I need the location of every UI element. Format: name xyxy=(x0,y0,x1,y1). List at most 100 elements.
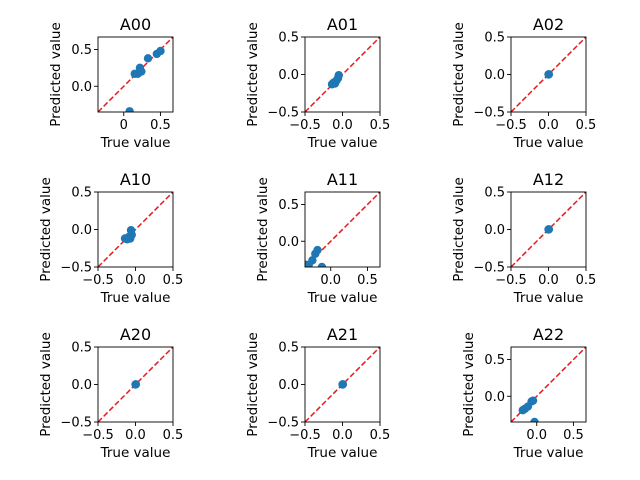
y-tick-label: 0.5 xyxy=(278,31,299,46)
points-group xyxy=(125,46,165,112)
axes-frame xyxy=(510,346,587,423)
y-axis-label: Predicted value xyxy=(451,22,467,127)
y-tick-label: −0.5 xyxy=(60,261,92,276)
y-axis-label: Predicted value xyxy=(451,177,467,282)
subplot-a20: −0.5 0.0 0.5 −0.5 0.0 0.5 A20 True value Predict… xyxy=(38,325,183,461)
y-tick-label: 0.5 xyxy=(484,353,505,368)
axes-frame xyxy=(97,36,174,113)
data-point xyxy=(137,67,146,76)
x-tick-label: 0.5 xyxy=(370,118,391,133)
data-point xyxy=(544,225,554,234)
subplot-a01: −0.5 0.0 0.5 −0.5 0.0 0.5 A01 True value Predict… xyxy=(245,15,390,151)
identity-line xyxy=(98,192,173,267)
data-point xyxy=(530,417,539,422)
x-axis-label: True value xyxy=(513,135,584,151)
y-tick-label: 0.0 xyxy=(484,68,505,83)
points-group xyxy=(544,70,554,79)
y-axis-label: Predicted value xyxy=(38,177,54,282)
x-tick-label: 0.0 xyxy=(332,118,353,133)
subplot-a00: 0 0.5 0.0 0.5 A00 True value Predicted value xyxy=(48,15,174,151)
y-tick-label: 0.0 xyxy=(71,223,92,238)
y-tick-label: −0.5 xyxy=(473,106,505,121)
x-tick-label: 0.5 xyxy=(163,428,184,443)
data-point xyxy=(126,226,136,235)
x-tick-label: −0.5 xyxy=(82,428,114,443)
points-group xyxy=(518,396,539,422)
data-point xyxy=(143,54,153,63)
x-tick-label: 0.5 xyxy=(163,273,184,288)
axes-frame xyxy=(304,191,381,268)
x-axis-label: True value xyxy=(513,290,584,306)
y-tick-label: 0.0 xyxy=(71,378,92,393)
points-group xyxy=(327,71,343,89)
x-axis-label: True value xyxy=(307,135,378,151)
subplot-a10: −0.5 0.0 0.5 −0.5 0.0 0.5 A10 True value Predict… xyxy=(38,170,183,306)
x-tick-label: 0.5 xyxy=(370,428,391,443)
subplot-a22: 0.0 0.5 0.0 0.5 A22 True value Predicted value xyxy=(461,325,587,461)
points-group xyxy=(338,380,348,389)
x-tick-label: −0.5 xyxy=(82,273,114,288)
subplot-title: A21 xyxy=(327,325,358,344)
y-axis-label: Predicted value xyxy=(245,22,261,127)
y-tick-label: 0.0 xyxy=(278,68,299,83)
x-tick-label: 0.0 xyxy=(332,428,353,443)
y-tick-label: −0.5 xyxy=(473,261,505,276)
subplot-title: A22 xyxy=(533,325,564,344)
x-axis-label: True value xyxy=(100,445,171,461)
points-group xyxy=(544,225,554,234)
y-tick-label: −0.5 xyxy=(267,106,299,121)
x-axis-label: True value xyxy=(100,290,171,306)
y-tick-label: 0.0 xyxy=(484,390,505,405)
subplot-title: A11 xyxy=(327,170,358,189)
subplot-title: A12 xyxy=(533,170,564,189)
x-tick-label: 0.5 xyxy=(357,273,378,288)
y-axis-label: Predicted value xyxy=(38,332,54,437)
points-group xyxy=(305,245,327,267)
x-tick-label: 0.0 xyxy=(526,428,547,443)
y-tick-label: −0.5 xyxy=(267,416,299,431)
data-point xyxy=(125,107,134,112)
data-point xyxy=(313,245,322,255)
y-tick-label: 0.0 xyxy=(278,235,299,250)
y-tick-label: 0.5 xyxy=(71,43,92,58)
x-tick-label: 0.5 xyxy=(576,118,597,133)
subplot-title: A10 xyxy=(120,170,151,189)
x-tick-label: 0.5 xyxy=(563,428,584,443)
x-tick-label: 0.5 xyxy=(150,118,171,133)
x-tick-label: 0.0 xyxy=(320,273,341,288)
subplot-a21: −0.5 0.0 0.5 −0.5 0.0 0.5 A21 True value Predict… xyxy=(245,325,390,461)
x-tick-label: 0.0 xyxy=(538,118,559,133)
data-point xyxy=(338,380,348,389)
y-tick-label: 0.5 xyxy=(484,186,505,201)
points-group xyxy=(131,380,141,389)
y-axis-label: Predicted value xyxy=(255,177,271,282)
subplot-title: A20 xyxy=(120,325,151,344)
y-tick-label: −0.5 xyxy=(60,416,92,431)
subplot-a11: 0.0 0.5 0.0 0.5 A11 True value Predicted value xyxy=(255,170,381,306)
y-tick-label: 0.0 xyxy=(484,223,505,238)
x-tick-label: 0 xyxy=(120,118,128,133)
data-point xyxy=(528,396,538,405)
y-tick-label: 0.5 xyxy=(71,341,92,356)
x-axis-label: True value xyxy=(513,445,584,461)
x-axis-label: True value xyxy=(100,135,171,151)
subplot-title: A00 xyxy=(120,15,151,34)
x-tick-label: −0.5 xyxy=(289,428,321,443)
y-axis-label: Predicted value xyxy=(461,332,477,437)
subplot-title: A02 xyxy=(533,15,564,34)
data-point xyxy=(308,256,317,265)
x-tick-label: 0.5 xyxy=(576,273,597,288)
x-tick-label: −0.5 xyxy=(495,273,527,288)
points-group xyxy=(120,226,136,244)
data-point xyxy=(544,70,554,79)
x-axis-label: True value xyxy=(307,445,378,461)
x-tick-label: 0.0 xyxy=(125,428,146,443)
x-tick-label: −0.5 xyxy=(495,118,527,133)
y-tick-label: 0.0 xyxy=(71,80,92,95)
data-point xyxy=(156,46,165,56)
data-point xyxy=(334,71,343,80)
y-tick-label: 0.5 xyxy=(278,198,299,213)
x-tick-label: 0.0 xyxy=(538,273,559,288)
subplot-a12: −0.5 0.0 0.5 −0.5 0.0 0.5 A12 True value Predict… xyxy=(451,170,596,306)
